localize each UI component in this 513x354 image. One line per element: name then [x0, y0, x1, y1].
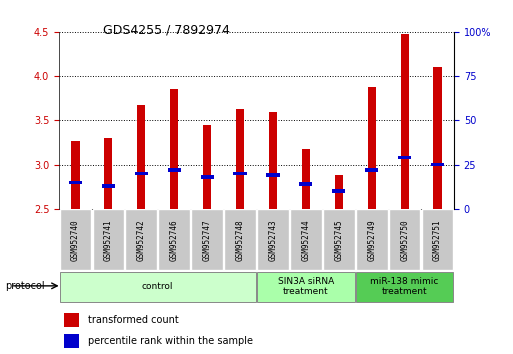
Text: GSM952745: GSM952745: [334, 219, 343, 261]
Bar: [334, 175, 343, 209]
Text: transformed count: transformed count: [88, 315, 179, 325]
Text: percentile rank within the sample: percentile rank within the sample: [88, 336, 253, 346]
FancyBboxPatch shape: [191, 210, 223, 270]
Bar: [104, 138, 112, 209]
Bar: [269, 112, 277, 209]
Bar: [433, 67, 442, 209]
FancyBboxPatch shape: [257, 210, 289, 270]
FancyBboxPatch shape: [356, 210, 387, 270]
Bar: [236, 109, 244, 209]
Bar: [135, 172, 148, 175]
Bar: [365, 168, 378, 172]
Bar: [299, 182, 312, 186]
Text: GSM952747: GSM952747: [203, 219, 212, 261]
Bar: [170, 89, 179, 209]
Text: GSM952741: GSM952741: [104, 219, 113, 261]
FancyBboxPatch shape: [422, 210, 453, 270]
FancyBboxPatch shape: [60, 210, 91, 270]
FancyBboxPatch shape: [92, 210, 124, 270]
Bar: [398, 156, 411, 159]
Bar: [137, 105, 145, 209]
FancyBboxPatch shape: [356, 272, 453, 302]
FancyBboxPatch shape: [389, 210, 421, 270]
Bar: [168, 168, 181, 172]
FancyBboxPatch shape: [60, 272, 256, 302]
Text: GSM952749: GSM952749: [367, 219, 376, 261]
Text: GSM952748: GSM952748: [235, 219, 245, 261]
FancyBboxPatch shape: [159, 210, 190, 270]
Bar: [203, 125, 211, 209]
Text: GSM952744: GSM952744: [301, 219, 310, 261]
Bar: [102, 184, 115, 188]
Text: GDS4255 / 7892974: GDS4255 / 7892974: [103, 23, 229, 36]
Bar: [302, 149, 310, 209]
Bar: [401, 34, 409, 209]
Text: control: control: [142, 282, 173, 291]
Text: GSM952743: GSM952743: [268, 219, 278, 261]
FancyBboxPatch shape: [224, 210, 256, 270]
FancyBboxPatch shape: [323, 210, 354, 270]
Text: GSM952750: GSM952750: [400, 219, 409, 261]
Bar: [71, 141, 80, 209]
Bar: [233, 172, 247, 175]
FancyBboxPatch shape: [126, 210, 157, 270]
Bar: [201, 175, 214, 179]
Text: protocol: protocol: [5, 281, 45, 291]
Bar: [64, 313, 80, 327]
Bar: [266, 173, 280, 177]
Bar: [368, 87, 376, 209]
Bar: [332, 189, 345, 193]
Text: miR-138 mimic
treatment: miR-138 mimic treatment: [370, 277, 439, 296]
Bar: [69, 181, 82, 184]
FancyBboxPatch shape: [290, 210, 322, 270]
FancyBboxPatch shape: [257, 272, 354, 302]
Text: GSM952740: GSM952740: [71, 219, 80, 261]
Text: SIN3A siRNA
treatment: SIN3A siRNA treatment: [278, 277, 334, 296]
Text: GSM952751: GSM952751: [433, 219, 442, 261]
Bar: [64, 334, 80, 348]
Bar: [431, 163, 444, 166]
Text: GSM952742: GSM952742: [137, 219, 146, 261]
Text: GSM952746: GSM952746: [170, 219, 179, 261]
